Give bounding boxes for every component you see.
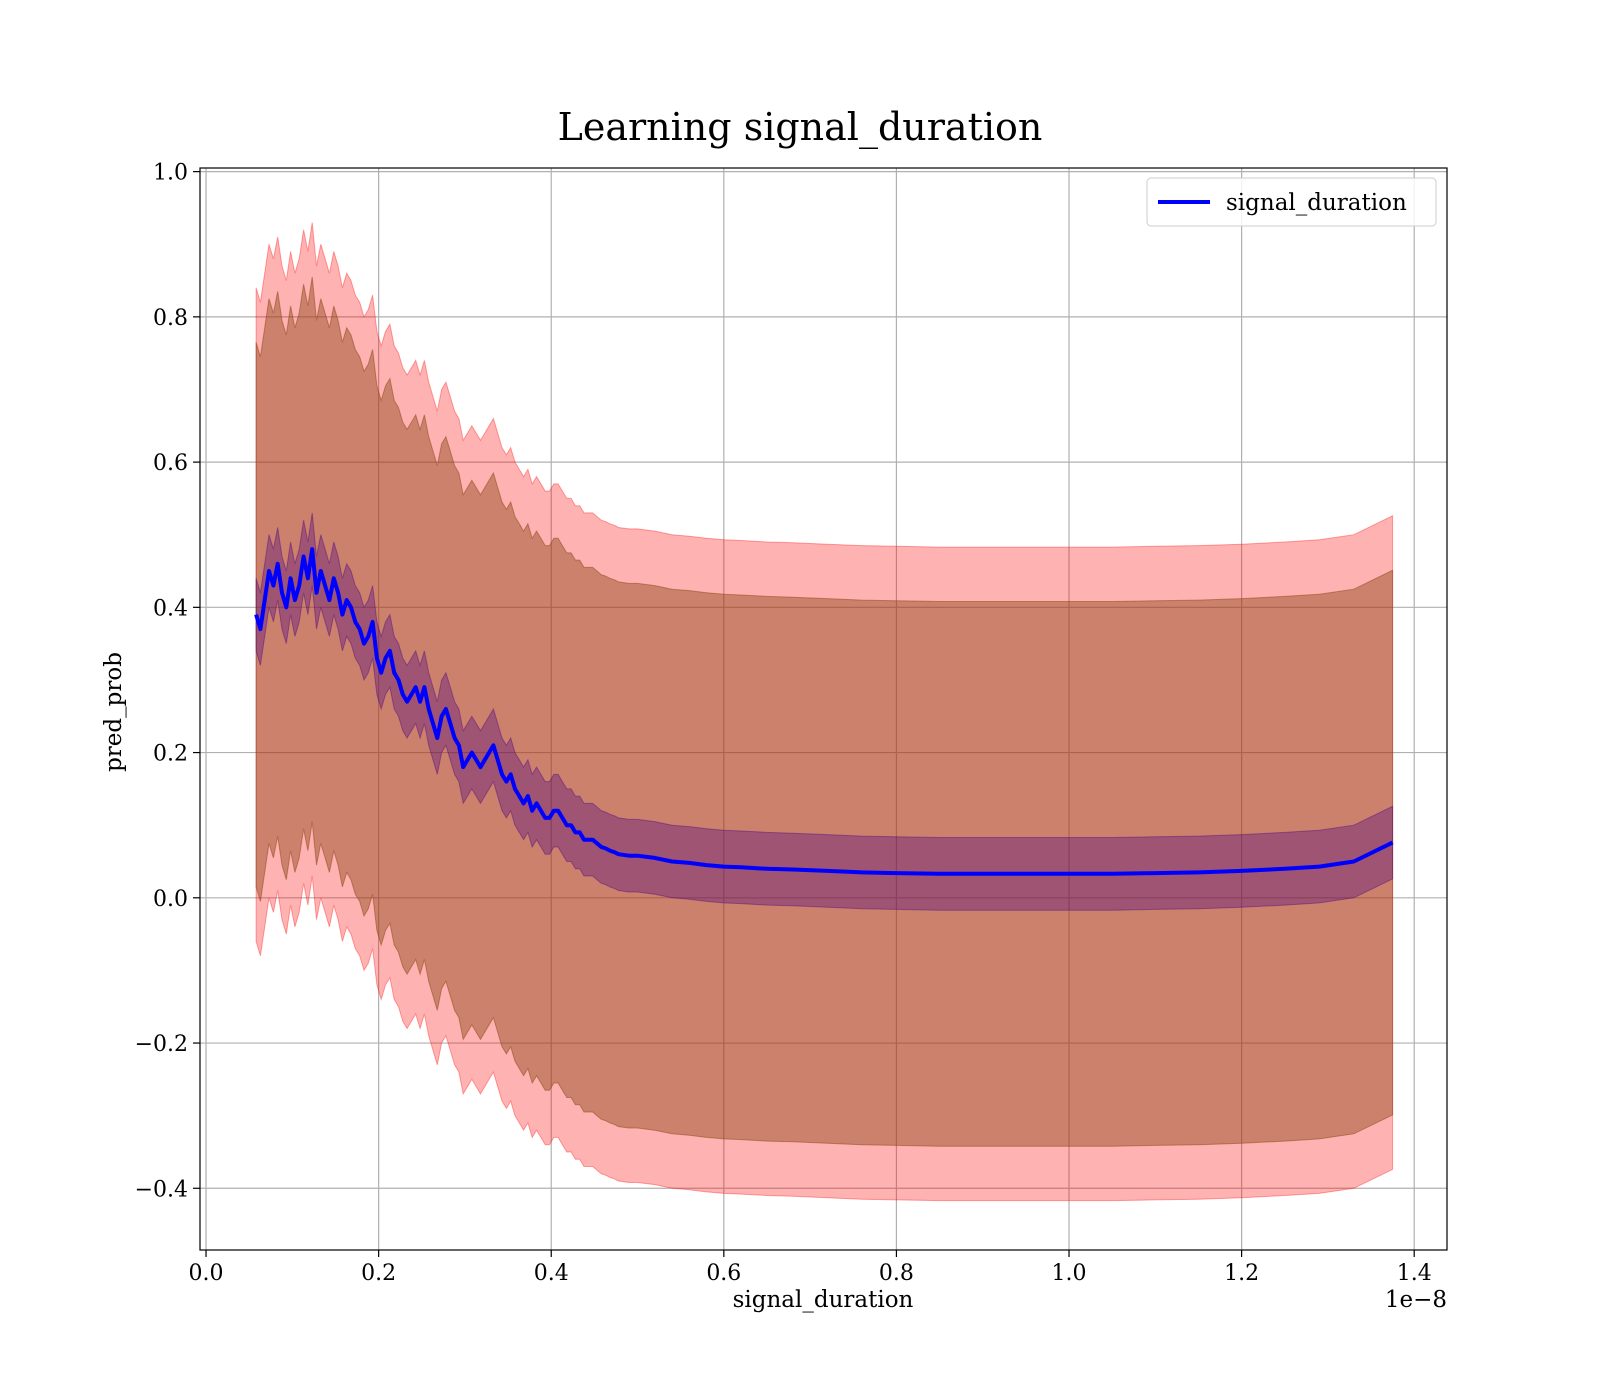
y-axis-label: pred_prob [101, 652, 127, 772]
y-tick-label: 0.0 [153, 887, 188, 912]
inner-band [255, 276, 1394, 1147]
x-axis-ticks: 0.0 0.2 0.4 0.6 0.8 1.0 1.2 1.4 [189, 1250, 1432, 1286]
x-tick-label: 0.6 [706, 1261, 741, 1286]
x-tick-label: 1.2 [1224, 1261, 1259, 1286]
x-tick-label: 0.4 [534, 1261, 569, 1286]
legend-label: signal_duration [1226, 190, 1407, 216]
x-tick-label: 1.4 [1397, 1261, 1432, 1286]
grid [200, 168, 1447, 1250]
bands [255, 222, 1394, 1202]
legend: signal_duration [1146, 177, 1437, 227]
outer-band [255, 222, 1394, 1202]
y-tick-label: 0.6 [153, 451, 188, 476]
series-line-signal-duration [254, 547, 1394, 876]
chart-title: Learning signal_duration [558, 105, 1043, 150]
x-tick-label: 0.2 [361, 1261, 396, 1286]
x-tick-label: 0.0 [189, 1261, 224, 1286]
series-lines [254, 547, 1394, 876]
y-tick-label: 0.4 [153, 596, 188, 621]
y-tick-label: −0.4 [135, 1177, 188, 1202]
y-tick-label: 0.8 [153, 306, 188, 331]
y-tick-label: 0.2 [153, 742, 188, 767]
y-tick-label: 1.0 [153, 161, 188, 186]
y-tick-label: −0.2 [135, 1032, 188, 1057]
legend-box [1146, 177, 1437, 227]
plot-frame [199, 167, 1448, 1251]
x-axis-label: signal_duration [733, 1287, 914, 1313]
x-tick-label: 0.8 [879, 1261, 914, 1286]
x-axis-offset-text: 1e−8 [1385, 1287, 1447, 1313]
y-axis-ticks: −0.4 −0.2 0.0 0.2 0.4 0.6 0.8 1.0 [135, 161, 200, 1202]
x-tick-label: 1.0 [1052, 1261, 1087, 1286]
